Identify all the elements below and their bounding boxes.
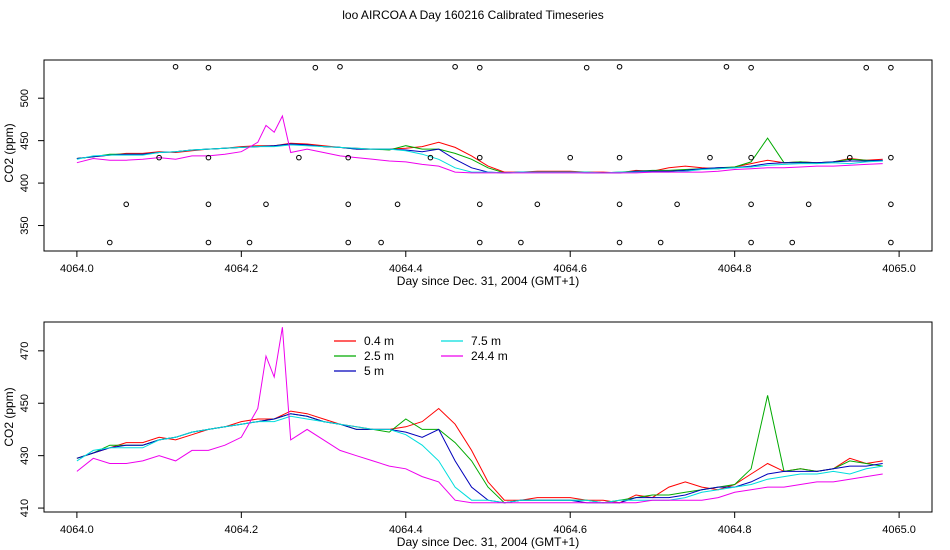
scatter-points	[106, 63, 894, 246]
legend-label-7-5-m: 7.5 m	[471, 334, 501, 348]
scatter-point	[452, 63, 458, 70]
scatter-point	[156, 154, 162, 161]
x-tick-label: 4064.6	[553, 524, 587, 536]
scatter-point	[846, 154, 853, 161]
scatter-point	[106, 239, 113, 246]
scatter-point	[888, 239, 894, 246]
scatter-point	[345, 239, 352, 246]
scatter-point	[616, 63, 623, 70]
y-tick-label: 450	[19, 394, 31, 412]
scatter-point	[616, 201, 623, 208]
y-tick-label: 430	[19, 446, 31, 464]
series-line-4	[76, 144, 883, 174]
scatter-point	[205, 64, 212, 71]
scatter-point	[378, 239, 384, 246]
legend: 0.4 m2.5 m5 m 7.5 m24.4 m	[334, 334, 508, 378]
scatter-point	[476, 64, 483, 71]
series-lines	[76, 327, 883, 504]
legend-label-0-4-m: 0.4 m	[364, 334, 394, 348]
scatter-point	[296, 154, 302, 161]
upper-plot-frame	[43, 59, 933, 252]
x-tick-label: 4064.4	[389, 263, 423, 275]
scatter-point	[748, 64, 754, 71]
scatter-point	[263, 201, 269, 208]
scatter-point	[337, 63, 343, 70]
upper-panel: Day since Dec. 31, 2004 (GMT+1) CO2 (ppm…	[2, 59, 933, 288]
scatter-point	[172, 63, 179, 70]
scatter-point	[707, 154, 713, 161]
scatter-point	[205, 154, 212, 161]
legend-label-2-5-m: 2.5 m	[364, 349, 394, 363]
scatter-point	[748, 239, 754, 246]
scatter-point	[123, 201, 130, 208]
y-tick-label: 350	[19, 216, 31, 234]
series-line-5	[76, 114, 883, 174]
lower-y-axis-label: CO2 (ppm)	[2, 387, 16, 446]
scatter-point	[657, 239, 664, 246]
scatter-point	[567, 154, 574, 161]
x-tick-label: 4064.4	[389, 524, 423, 536]
x-tick-label: 4064.2	[225, 524, 259, 536]
y-tick-label: 470	[19, 342, 31, 360]
scatter-point	[888, 201, 894, 208]
scatter-point	[312, 64, 319, 71]
scatter-point	[427, 154, 434, 161]
x-tick-label: 4064.2	[225, 263, 259, 275]
scatter-point	[616, 154, 623, 161]
series-line-5-m	[76, 413, 883, 504]
lower-panel: Day since Dec. 31, 2004 (GMT+1) CO2 (ppm…	[2, 321, 933, 549]
y-tick-label: 500	[19, 89, 31, 107]
scatter-point	[518, 239, 524, 246]
scatter-point	[616, 239, 623, 246]
scatter-point	[345, 201, 352, 208]
y-tick-label: 410	[19, 499, 31, 517]
series-line-7-5-m	[76, 415, 883, 504]
x-tick-label: 4064.0	[60, 263, 94, 275]
upper-x-axis-label: Day since Dec. 31, 2004 (GMT+1)	[397, 274, 579, 288]
series-lines	[76, 114, 883, 174]
scatter-point	[888, 64, 894, 71]
y-tick-label: 450	[19, 131, 31, 149]
scatter-point	[534, 201, 541, 208]
scatter-point	[205, 239, 212, 246]
lower-x-axis-label: Day since Dec. 31, 2004 (GMT+1)	[397, 535, 579, 549]
legend-label-24-4-m: 24.4 m	[471, 349, 508, 363]
scatter-point	[789, 239, 796, 246]
scatter-point	[723, 63, 730, 70]
scatter-point	[345, 154, 352, 161]
x-tick-label: 4064.6	[553, 263, 587, 275]
x-tick-label: 4065.0	[882, 524, 916, 536]
scatter-point	[805, 201, 812, 208]
scatter-point	[674, 201, 680, 208]
y-tick-label: 400	[19, 174, 31, 192]
scatter-point	[748, 201, 754, 208]
scatter-point	[476, 154, 483, 161]
scatter-point	[205, 201, 212, 208]
scatter-point	[888, 154, 894, 161]
scatter-point	[583, 64, 590, 71]
upper-y-axis-label: CO2 (ppm)	[2, 123, 16, 182]
chart-title: loo AIRCOA A Day 160216 Calibrated Times…	[342, 8, 603, 22]
series-line-2-5-m	[76, 395, 883, 504]
x-tick-label: 4064.8	[718, 524, 752, 536]
scatter-point	[476, 201, 483, 208]
scatter-point	[394, 201, 401, 208]
lower-plot-frame	[43, 321, 933, 513]
x-tick-label: 4064.8	[718, 263, 752, 275]
scatter-point	[476, 239, 483, 246]
x-tick-label: 4065.0	[882, 263, 916, 275]
scatter-point	[863, 64, 870, 71]
series-line-24-4-m	[76, 327, 883, 504]
legend-label-5-m: 5 m	[364, 364, 384, 378]
x-tick-label: 4064.0	[60, 524, 94, 536]
scatter-point	[748, 154, 754, 161]
scatter-point	[246, 239, 253, 246]
